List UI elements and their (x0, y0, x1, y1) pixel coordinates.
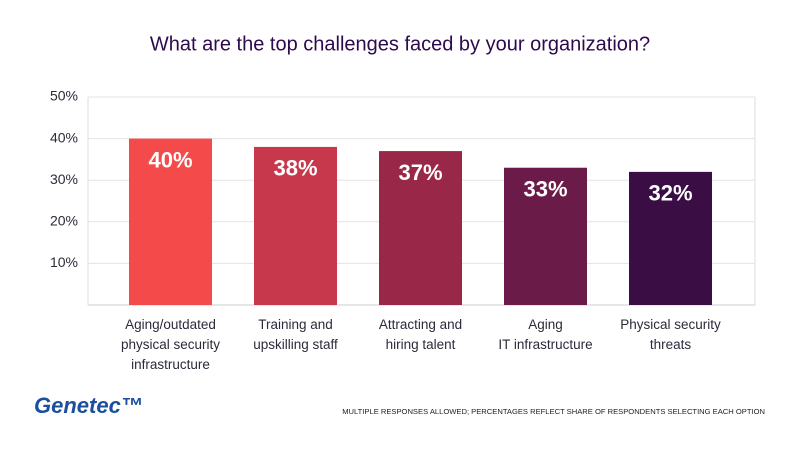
chart-title: What are the top challenges faced by you… (150, 33, 650, 55)
x-tick-label: Aging IT infrastructure (498, 317, 593, 352)
value-label: 37% (398, 160, 442, 185)
value-label: 33% (523, 177, 567, 202)
value-label: 40% (148, 147, 192, 172)
x-tick-label: Physical security threats (620, 317, 721, 352)
x-tick-label: Aging/outdated physical security infrast… (120, 317, 221, 372)
x-tick-label: Training and upskilling staff (253, 317, 338, 352)
value-label: 38% (273, 156, 317, 181)
footnote: MULTIPLE RESPONSES ALLOWED; PERCENTAGES … (342, 407, 765, 416)
y-tick-label: 10% (50, 254, 78, 270)
bar (629, 171, 712, 305)
bar (504, 167, 587, 305)
y-tick-label: 40% (50, 129, 78, 145)
bar (129, 138, 212, 305)
y-tick-label: 20% (50, 213, 78, 229)
value-label: 32% (648, 181, 692, 206)
logo: Genetec™ (34, 393, 143, 418)
y-tick-label: 30% (50, 171, 78, 187)
bar (379, 151, 462, 305)
bar (254, 146, 337, 305)
y-tick-label: 50% (50, 88, 78, 104)
x-tick-label: Attracting and hiring talent (378, 317, 463, 352)
